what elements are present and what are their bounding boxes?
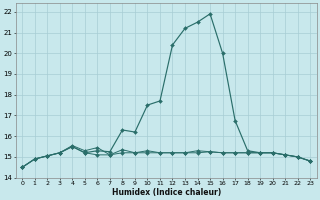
X-axis label: Humidex (Indice chaleur): Humidex (Indice chaleur) [112,188,221,197]
